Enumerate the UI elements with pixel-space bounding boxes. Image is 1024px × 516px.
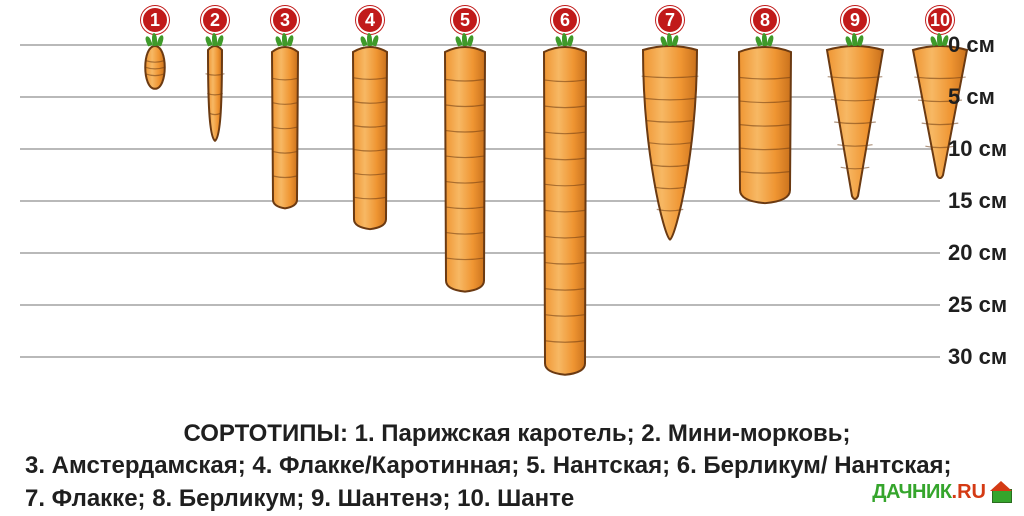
number-badge: 2 bbox=[201, 6, 229, 34]
watermark-part1: ДАЧНИК bbox=[872, 481, 951, 504]
carrot-icon bbox=[348, 44, 392, 231]
number-badge: 5 bbox=[451, 6, 479, 34]
carrot-size-chart: 1 2 3 bbox=[20, 8, 940, 408]
carrot-icon bbox=[734, 44, 796, 205]
number-badge: 7 bbox=[656, 6, 684, 34]
scale-label: 0 см bbox=[948, 32, 995, 58]
scale-label: 30 см bbox=[948, 344, 1007, 370]
scale-label: 10 см bbox=[948, 136, 1007, 162]
scale-label: 20 см bbox=[948, 240, 1007, 266]
number-badge: 6 bbox=[551, 6, 579, 34]
carrot-icon bbox=[539, 44, 591, 377]
scale-label: 15 см bbox=[948, 188, 1007, 214]
scale-label: 5 см bbox=[948, 84, 995, 110]
watermark-part2: .RU bbox=[952, 481, 986, 504]
carrot-icon bbox=[267, 44, 303, 210]
number-badge: 3 bbox=[271, 6, 299, 34]
leaves-icon bbox=[554, 32, 576, 46]
caption-heading: СОРТОТИПЫ: bbox=[183, 420, 347, 447]
number-badge: 8 bbox=[751, 6, 779, 34]
watermark: ДАЧНИК .RU bbox=[868, 479, 1016, 506]
caption-text: СОРТОТИПЫ: 1. Парижская каротель; 2. Мин… bbox=[25, 418, 1009, 515]
gridline bbox=[20, 356, 940, 358]
house-icon bbox=[990, 483, 1012, 503]
number-badge: 4 bbox=[356, 6, 384, 34]
leaves-icon bbox=[144, 32, 166, 46]
leaves-icon bbox=[204, 32, 226, 46]
carrot-icon bbox=[823, 44, 887, 200]
carrot-icon bbox=[140, 44, 170, 91]
leaves-icon bbox=[454, 32, 476, 46]
leaves-icon bbox=[359, 32, 381, 46]
gridline bbox=[20, 304, 940, 306]
number-badge: 9 bbox=[841, 6, 869, 34]
number-badge: 10 bbox=[926, 6, 954, 34]
leaves-icon bbox=[659, 32, 681, 46]
leaves-icon bbox=[274, 32, 296, 46]
leaves-icon bbox=[754, 32, 776, 46]
carrot-icon bbox=[440, 44, 490, 294]
number-badge: 1 bbox=[141, 6, 169, 34]
scale-label: 25 см bbox=[948, 292, 1007, 318]
carrot-icon bbox=[638, 44, 702, 242]
leaves-icon bbox=[844, 32, 866, 46]
carrot-icon bbox=[203, 44, 227, 143]
